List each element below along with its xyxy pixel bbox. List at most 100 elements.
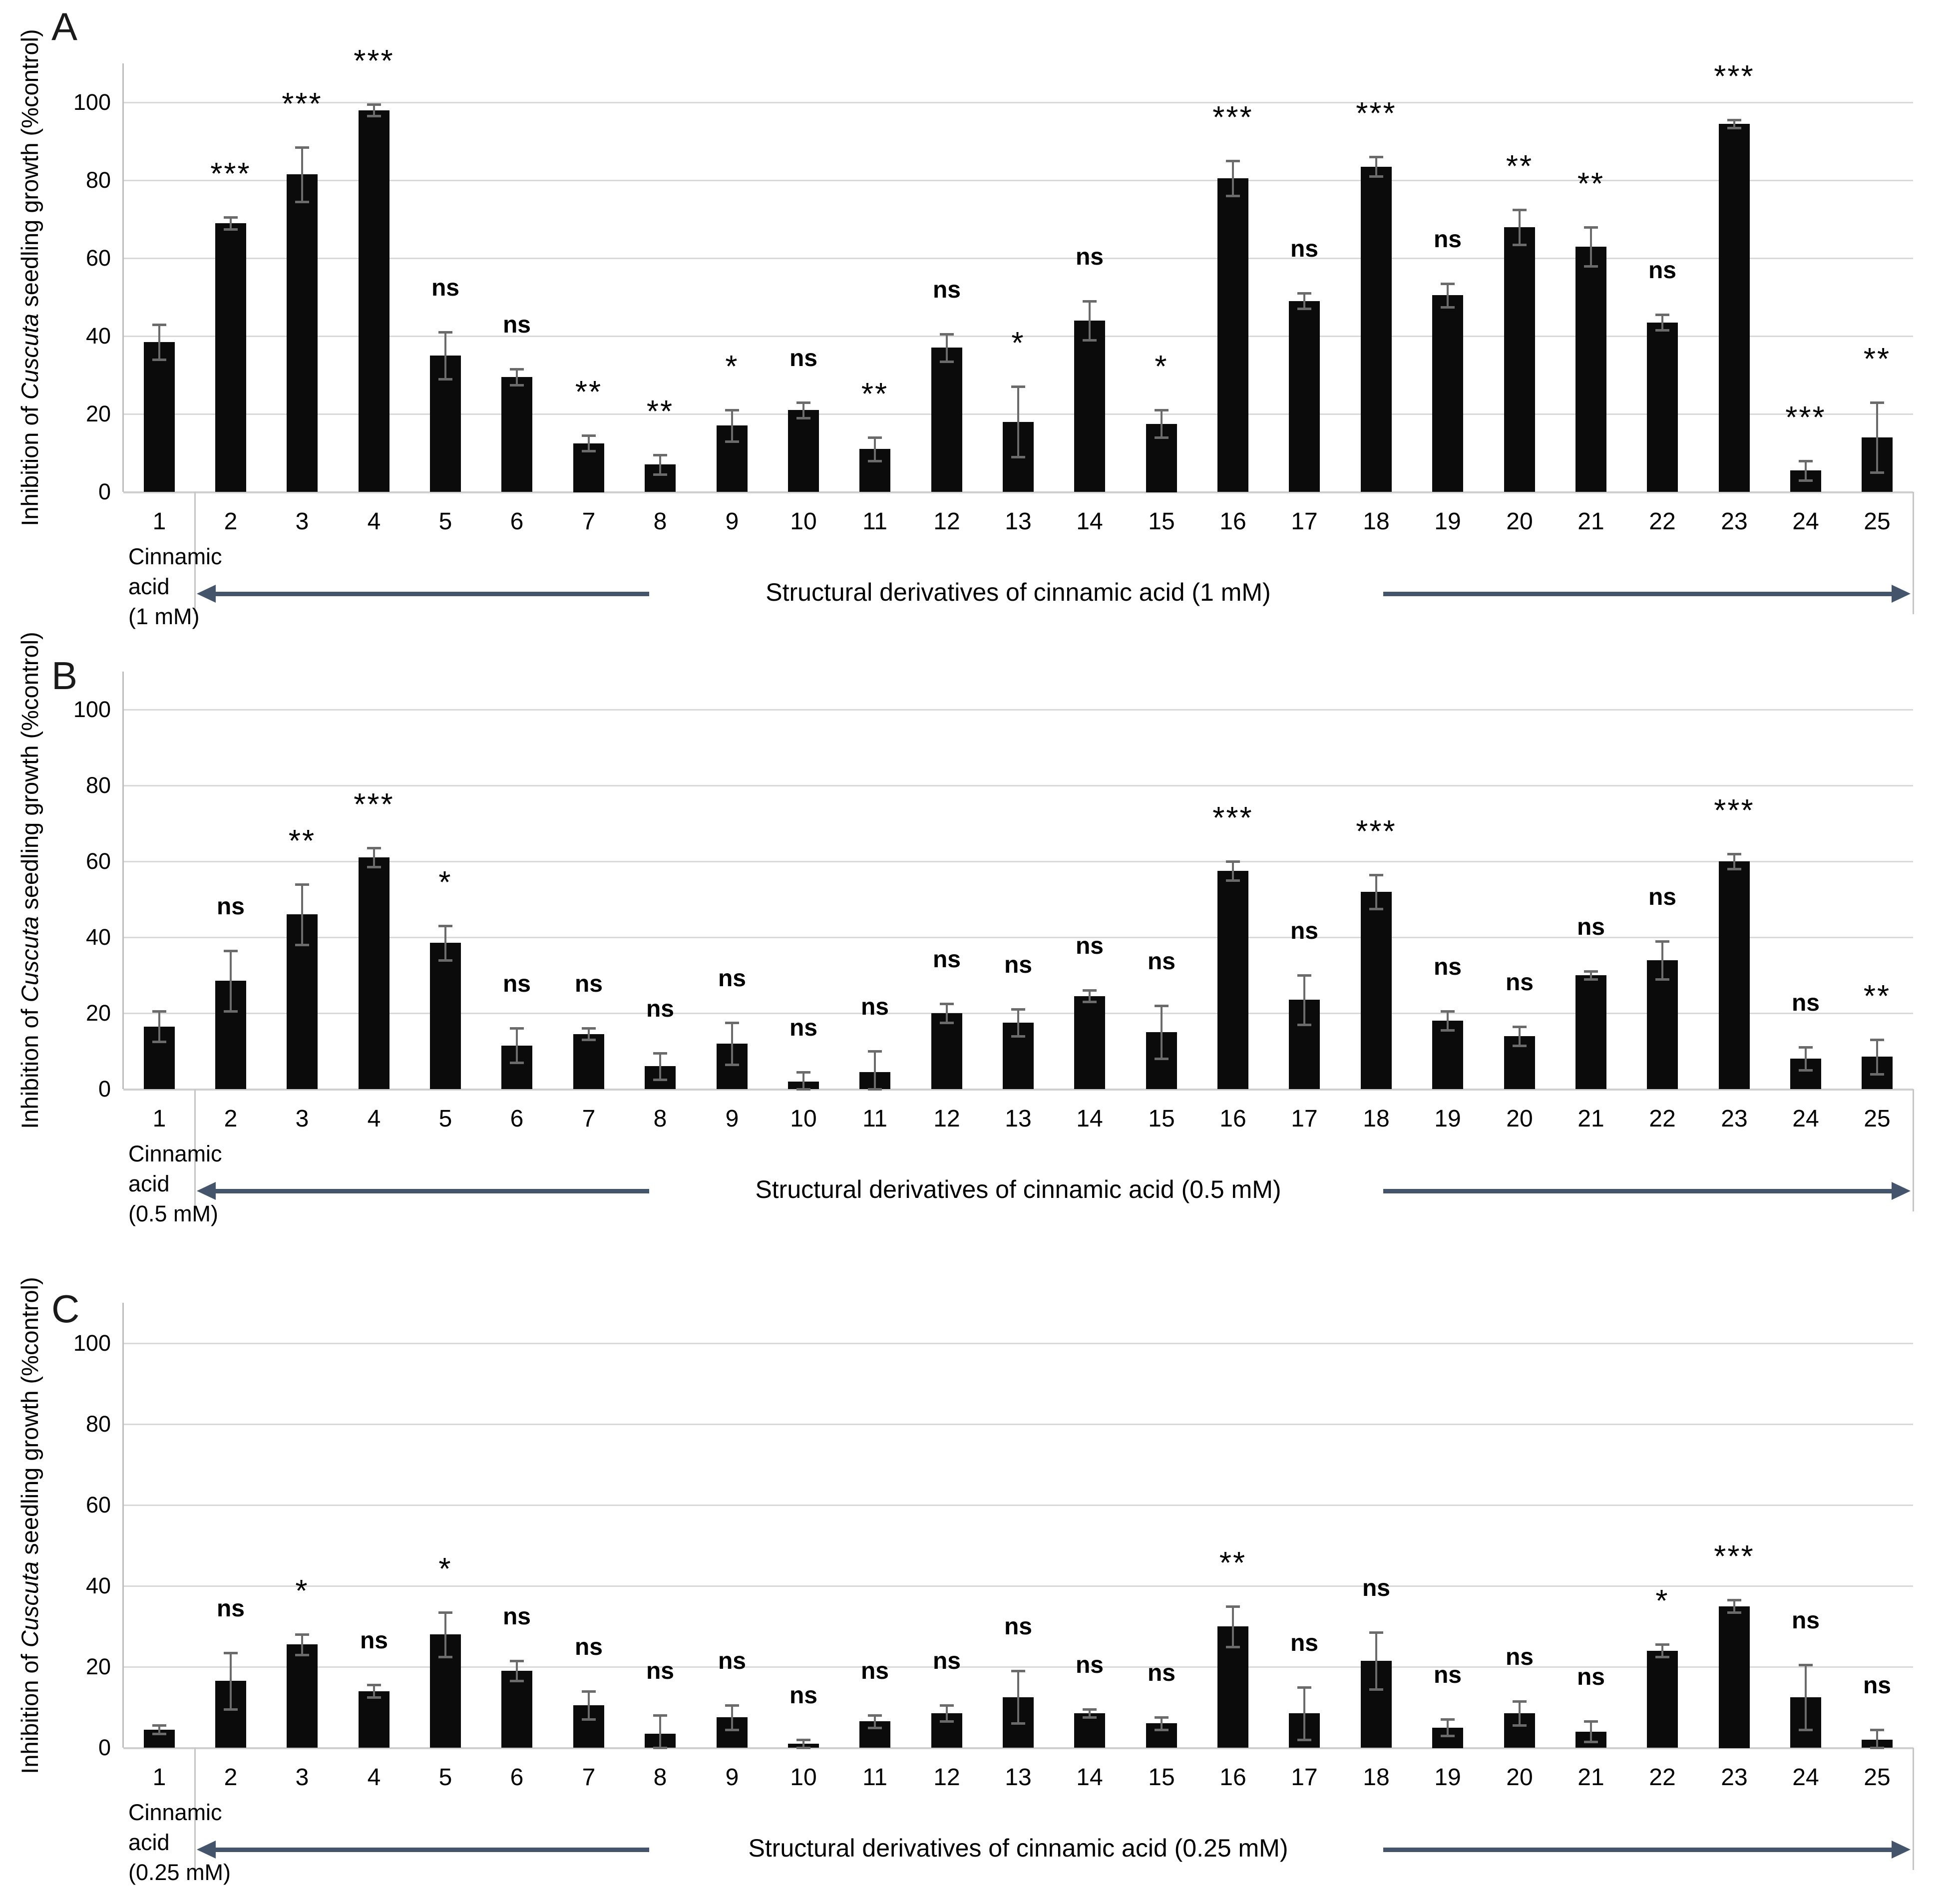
error-bar-cap-top xyxy=(653,454,667,456)
error-bar xyxy=(1805,1047,1807,1070)
error-bar-cap-bottom xyxy=(295,944,309,946)
significance-label: ns xyxy=(1648,884,1676,910)
significance-label: * xyxy=(295,1574,309,1608)
error-bar-cap-top xyxy=(224,950,238,952)
x-tick-label: 2 xyxy=(224,1764,238,1791)
error-bar-cap-bottom xyxy=(796,1088,810,1091)
significance-label: *** xyxy=(1212,100,1253,135)
error-bar-cap-bottom xyxy=(725,1729,739,1731)
x-tick-label: 23 xyxy=(1721,1764,1748,1791)
error-bar-cap-top xyxy=(1727,119,1741,121)
error-bar xyxy=(1303,293,1305,309)
significance-label: *** xyxy=(210,157,251,191)
error-bar xyxy=(444,1612,446,1657)
error-bar-cap-top xyxy=(295,1633,309,1636)
bar-17 xyxy=(1289,301,1320,492)
error-bar-cap-bottom xyxy=(1870,471,1884,474)
bar-23 xyxy=(1719,1606,1750,1748)
error-bar-cap-top xyxy=(868,1050,882,1053)
arrow-right-line xyxy=(1383,1848,1892,1852)
x-tick-label: 16 xyxy=(1219,1764,1246,1791)
bar-21 xyxy=(1575,975,1606,1089)
error-bar-cap-top xyxy=(725,1704,739,1707)
error-bar-cap-top xyxy=(1655,940,1669,943)
arrow-right-head xyxy=(1892,1841,1911,1859)
error-bar-cap-top xyxy=(510,1660,524,1662)
bar-23 xyxy=(1719,861,1750,1089)
x-tick-label: 17 xyxy=(1291,1106,1318,1132)
x-tick-label: 11 xyxy=(862,1764,887,1791)
x-tick-label: 14 xyxy=(1076,1764,1103,1791)
error-bar-cap-top xyxy=(438,1611,452,1614)
x-tick-label: 14 xyxy=(1076,1106,1103,1132)
x-tick-label: 7 xyxy=(582,508,596,535)
error-bar-cap-top xyxy=(1799,1664,1813,1666)
x-tick-label: 6 xyxy=(510,508,524,535)
error-bar-cap-bottom xyxy=(1584,265,1598,268)
error-bar-cap-top xyxy=(868,1714,882,1717)
error-bar-cap-bottom xyxy=(1297,1739,1311,1741)
error-bar xyxy=(1447,1011,1449,1030)
x-tick-label: 15 xyxy=(1148,1764,1175,1791)
error-bar-cap-top xyxy=(1155,1716,1169,1719)
error-bar-cap-bottom xyxy=(1655,978,1669,981)
error-bar xyxy=(1733,120,1735,128)
significance-label: ns xyxy=(1290,236,1318,262)
error-bar-cap-top xyxy=(868,436,882,439)
bar-23 xyxy=(1719,124,1750,492)
significance-label: ns xyxy=(502,312,531,338)
x-tick-label: 7 xyxy=(582,1764,596,1791)
error-bar xyxy=(1876,1040,1878,1074)
error-bar-cap-bottom xyxy=(653,1747,667,1749)
error-bar xyxy=(1089,1709,1091,1717)
error-bar xyxy=(1375,875,1377,909)
bar-14 xyxy=(1074,1713,1105,1748)
x-tick-label: 12 xyxy=(933,508,960,535)
error-bar-cap-top xyxy=(1369,1631,1383,1634)
error-bar xyxy=(874,437,876,461)
bar-22 xyxy=(1647,1651,1678,1748)
y-tick-label: 100 xyxy=(73,697,111,722)
error-bar-cap-bottom xyxy=(653,1079,667,1081)
x-tick-label: 22 xyxy=(1649,1764,1676,1791)
x-tick-label: 18 xyxy=(1363,1106,1390,1132)
y-tick-label: 60 xyxy=(85,245,111,271)
significance-label: ns xyxy=(1433,1662,1462,1688)
y-tick-label: 0 xyxy=(98,1076,111,1102)
error-bar xyxy=(373,1685,375,1697)
bar-12 xyxy=(931,348,962,492)
significance-label: * xyxy=(1011,326,1025,361)
error-bar-cap-top xyxy=(1727,1599,1741,1601)
error-bar-cap-top xyxy=(1655,314,1669,316)
arrow-left-head xyxy=(197,1182,216,1200)
x-tick-label: 3 xyxy=(295,1764,309,1791)
significance-label: ns xyxy=(574,1634,603,1660)
error-bar-cap-bottom xyxy=(868,460,882,462)
x-tick-label: 16 xyxy=(1219,508,1246,535)
error-bar-cap-bottom xyxy=(438,378,452,380)
x-tick-label: 1 xyxy=(152,1106,166,1132)
significance-label: ns xyxy=(718,1648,746,1674)
bar-18 xyxy=(1361,892,1392,1089)
x-tick-label: 19 xyxy=(1434,508,1461,535)
error-bar-cap-top xyxy=(1297,292,1311,295)
y-tick-label: 20 xyxy=(85,1654,111,1679)
error-bar-cap-bottom xyxy=(1513,1724,1527,1727)
error-bar-cap-top xyxy=(1584,970,1598,973)
x-tick-label: 4 xyxy=(367,508,381,535)
error-bar-cap-top xyxy=(940,333,954,336)
significance-label: * xyxy=(438,865,452,900)
error-bar-cap-bottom xyxy=(1297,308,1311,310)
bar-19 xyxy=(1432,1021,1463,1089)
y-tick-label: 40 xyxy=(85,1573,111,1598)
error-bar xyxy=(1661,1644,1663,1656)
significance-label: ** xyxy=(575,375,603,409)
error-bar-cap-top xyxy=(1083,1708,1097,1711)
error-bar xyxy=(1232,1606,1234,1647)
error-bar xyxy=(1232,861,1234,880)
error-bar-cap-bottom xyxy=(653,473,667,476)
y-tick-label: 40 xyxy=(85,323,111,349)
error-bar xyxy=(1805,1665,1807,1730)
significance-label: ** xyxy=(1863,342,1891,377)
x-tick-label: 9 xyxy=(725,508,739,535)
